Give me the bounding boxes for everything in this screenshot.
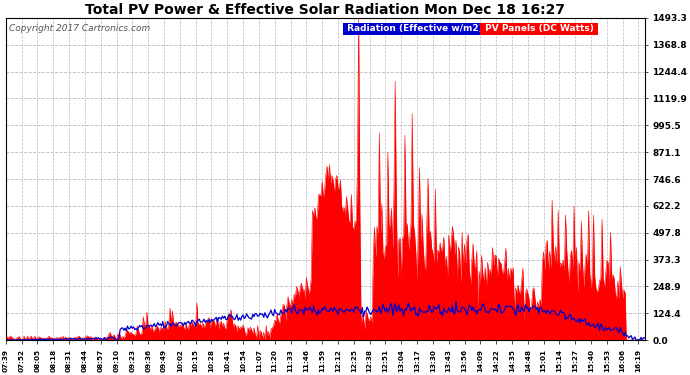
Text: PV Panels (DC Watts): PV Panels (DC Watts) [482,24,597,33]
Text: Radiation (Effective w/m2): Radiation (Effective w/m2) [344,24,486,33]
Text: Copyright 2017 Cartronics.com: Copyright 2017 Cartronics.com [9,24,150,33]
Title: Total PV Power & Effective Solar Radiation Mon Dec 18 16:27: Total PV Power & Effective Solar Radiati… [85,3,565,17]
